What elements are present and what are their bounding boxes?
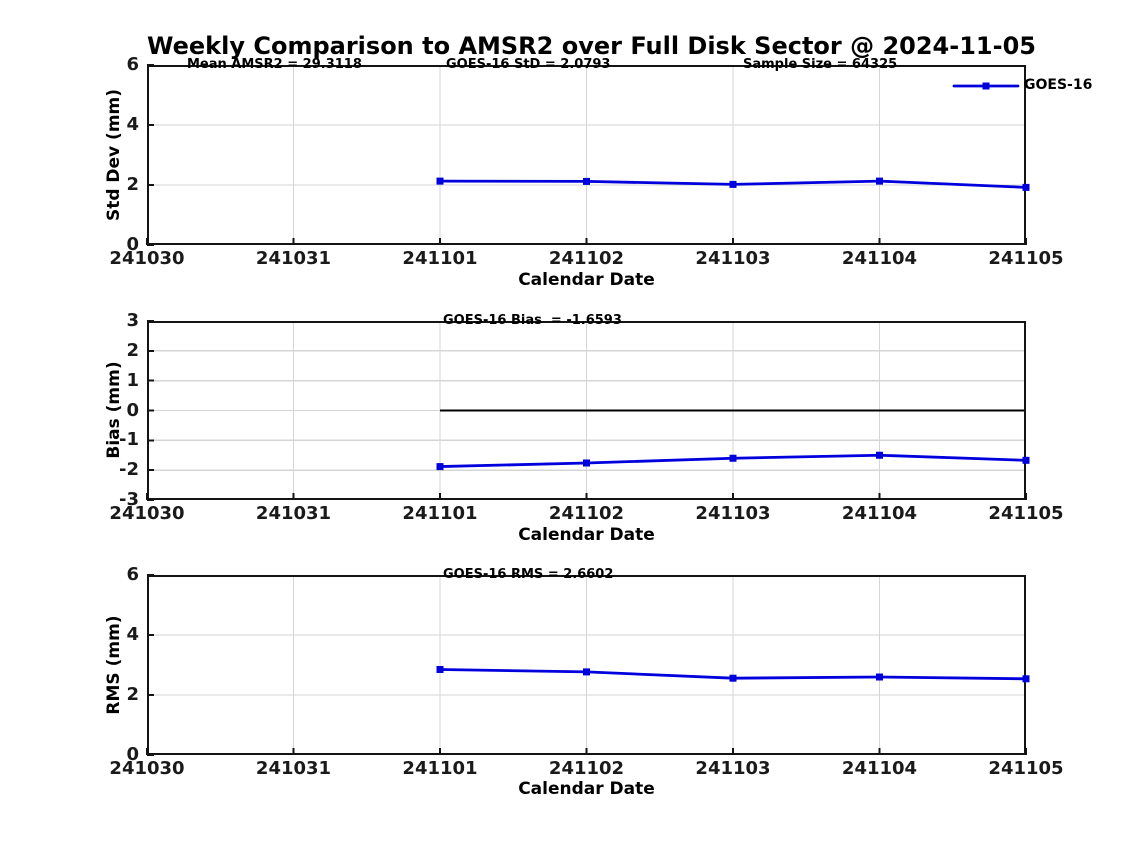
goes16-std-annotation: GOES-16 StD = 2.0793 — [446, 57, 611, 72]
x-tick-label: 241101 — [402, 248, 478, 269]
x-tick-label: 241105 — [988, 248, 1064, 269]
x-tick-label: 241104 — [841, 248, 918, 269]
x-tick-label: 241103 — [695, 503, 771, 524]
y-tick-label: -1 — [119, 429, 139, 451]
rms-plot-area — [146, 574, 1030, 756]
x-tick-label: 241105 — [988, 758, 1064, 779]
x-tick-label: 241105 — [988, 503, 1064, 524]
y-tick-label: 0 — [126, 234, 139, 255]
data-point-marker — [729, 454, 737, 462]
x-tick-label: 241102 — [548, 758, 625, 779]
data-point-marker — [1022, 456, 1030, 464]
data-point-marker — [729, 674, 737, 682]
data-point-marker — [436, 666, 444, 673]
x-tick-label: 241031 — [255, 758, 332, 779]
x-tick-label: 241102 — [548, 248, 625, 269]
stddev-y-axis-label: Std Dev (mm) — [104, 88, 124, 222]
stddev-x-axis-label: Calendar Date — [518, 270, 655, 290]
data-point-marker — [876, 177, 883, 185]
x-tick-label: 241031 — [255, 248, 332, 269]
rms-x-axis-label: Calendar Date — [518, 779, 655, 799]
x-tick-label: 241030 — [109, 248, 185, 269]
rms-subplot — [146, 574, 1030, 756]
y-tick-label: -2 — [119, 459, 139, 481]
y-tick-label: 6 — [126, 54, 139, 75]
y-tick-label: 2 — [126, 339, 139, 361]
x-tick-label: 241103 — [695, 248, 771, 269]
x-tick-label: 241101 — [402, 503, 478, 524]
y-tick-label: 6 — [126, 564, 139, 585]
x-tick-label: 241103 — [695, 758, 771, 779]
x-tick-label: 241101 — [402, 758, 478, 779]
data-point-marker — [876, 451, 883, 459]
bias-x-axis-label: Calendar Date — [518, 525, 655, 545]
x-tick-label: 241030 — [109, 758, 185, 779]
x-tick-label: 241104 — [841, 503, 918, 524]
x-tick-label: 241104 — [841, 758, 918, 779]
x-tick-label: 241102 — [548, 503, 625, 524]
chart-title: Weekly Comparison to AMSR2 over Full Dis… — [147, 32, 1036, 60]
data-point-marker — [583, 459, 590, 467]
goes16-rms-annotation: GOES-16 RMS = 2.6602 — [443, 567, 614, 582]
data-point-marker — [583, 668, 590, 676]
y-tick-label: 2 — [126, 684, 139, 705]
goes16-bias-annotation: GOES-16 Bias = -1.6593 — [443, 313, 622, 328]
y-tick-label: -3 — [119, 489, 139, 510]
data-point-marker — [1022, 183, 1030, 191]
y-tick-label: 2 — [126, 174, 139, 195]
mean-amsr2-annotation: Mean AMSR2 = 29.3118 — [187, 57, 362, 72]
legend-label: GOES-16 — [1024, 77, 1093, 93]
data-point-marker — [583, 177, 590, 185]
y-tick-label: 1 — [126, 369, 139, 391]
bias-plot-area — [146, 320, 1030, 501]
y-tick-label: 4 — [126, 624, 139, 645]
legend-line-sample — [952, 82, 1020, 90]
y-tick-label: 4 — [126, 114, 139, 135]
y-tick-label: 3 — [126, 310, 139, 331]
legend-marker — [982, 82, 990, 90]
bias-subplot — [146, 320, 1030, 501]
y-tick-label: 0 — [126, 399, 139, 421]
stddev-subplot — [146, 64, 1030, 246]
x-tick-label: 241030 — [109, 503, 185, 524]
x-tick-label: 241031 — [255, 503, 332, 524]
data-point-marker — [1022, 675, 1030, 683]
y-tick-label: 0 — [126, 744, 139, 765]
stddev-plot-area — [146, 64, 1030, 246]
data-point-marker — [876, 673, 883, 681]
sample-size-annotation: Sample Size = 64325 — [743, 57, 898, 72]
data-point-marker — [436, 177, 444, 185]
data-point-marker — [729, 180, 737, 188]
data-point-marker — [436, 463, 444, 471]
